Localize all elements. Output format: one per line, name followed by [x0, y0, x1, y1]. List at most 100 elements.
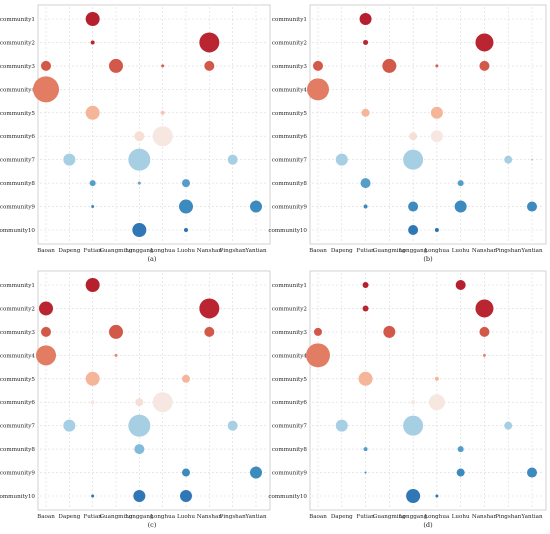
- bubble-point: [504, 421, 513, 430]
- x-tick-label: Guangming: [100, 248, 133, 254]
- y-tick-label: community2: [272, 40, 308, 46]
- y-tick-label: community5: [0, 377, 35, 383]
- bubble-point: [359, 13, 372, 25]
- x-tick-label: Nanshan: [197, 514, 223, 520]
- bubble-point: [335, 153, 348, 166]
- bubble-point: [134, 131, 145, 142]
- bubble-point: [364, 471, 367, 474]
- bubble-point: [479, 326, 490, 337]
- bubble-point: [89, 180, 96, 187]
- bubble-point: [90, 400, 95, 405]
- bubble-point: [63, 419, 76, 432]
- plot-frame: [37, 270, 271, 511]
- x-tick-label: Yantian: [244, 514, 267, 520]
- bubble-point: [457, 180, 464, 187]
- bubble-point: [307, 78, 329, 101]
- x-tick-label: Futian: [83, 248, 102, 254]
- bubble-point: [85, 12, 100, 26]
- panel-caption: (d): [423, 521, 433, 529]
- bubble-point: [527, 201, 537, 212]
- y-tick-label: community9: [0, 205, 35, 211]
- y-tick-label: community6: [272, 400, 308, 406]
- x-tick-label: Longgang: [399, 248, 428, 254]
- bubble-point: [363, 204, 368, 209]
- bubble-point: [482, 353, 486, 357]
- bubble-point: [527, 467, 537, 478]
- y-tick-label: community2: [272, 306, 308, 312]
- y-tick-label: community6: [0, 134, 35, 140]
- x-tick-label: Futian: [356, 248, 375, 254]
- chart-panel: community1 community2 community3 community4…: [0, 4, 271, 263]
- bubble-point: [180, 490, 192, 502]
- y-tick-label: community3: [272, 330, 308, 336]
- x-tick-label: Baoan: [309, 248, 327, 254]
- bubble-point: [114, 353, 118, 357]
- y-tick-label: community1: [0, 283, 35, 289]
- x-tick-label: Dapeng: [58, 514, 80, 520]
- bubble-point: [85, 105, 100, 120]
- y-tick-label: community4: [0, 353, 35, 359]
- bubble-point: [358, 371, 373, 386]
- bubble-point: [91, 494, 95, 498]
- bubble-point: [504, 155, 513, 164]
- bubble-point: [85, 278, 100, 292]
- bubble-point: [137, 181, 141, 185]
- x-tick-label: Longhua: [424, 514, 449, 520]
- x-tick-label: Pingshan: [495, 514, 522, 520]
- bubble-point: [133, 490, 146, 502]
- y-tick-label: community5: [272, 377, 308, 383]
- bubble-point: [383, 325, 396, 338]
- bubble-point: [91, 205, 95, 209]
- x-tick-label: Nanshan: [197, 248, 223, 254]
- bubble-point: [182, 179, 190, 188]
- bubble-point: [363, 39, 369, 45]
- bubble-point: [430, 130, 443, 143]
- y-tick-label: community7: [272, 424, 308, 430]
- y-tick-label: community6: [0, 400, 35, 406]
- y-tick-label: community1: [272, 17, 307, 23]
- plot-frame: [37, 4, 271, 245]
- bubble-point: [227, 154, 238, 165]
- bubble-point: [475, 299, 494, 318]
- chart-panel: community1 community2 community3 community4…: [268, 4, 547, 263]
- bubble-point: [182, 468, 190, 477]
- bubble-point: [408, 201, 419, 212]
- bubble-point: [33, 76, 59, 103]
- y-tick-label: community1: [272, 283, 307, 289]
- x-tick-label: Futian: [83, 514, 102, 520]
- y-tick-label: community7: [272, 158, 308, 164]
- bubble-point: [434, 376, 439, 381]
- x-tick-label: Pingshan: [495, 248, 522, 254]
- bubble-point: [160, 110, 165, 115]
- y-tick-label: community10: [0, 494, 35, 500]
- bubble-point: [152, 126, 173, 147]
- bubble-point: [434, 228, 439, 232]
- bubble-point: [457, 446, 464, 453]
- x-tick-label: Longhua: [150, 514, 175, 520]
- x-tick-label: Baoan: [37, 248, 55, 254]
- bubble-point: [204, 60, 215, 71]
- y-tick-label: community1: [0, 17, 35, 23]
- x-tick-label: Luohu: [452, 248, 470, 254]
- x-tick-label: Pingshan: [220, 514, 247, 520]
- x-tick-label: Yantian: [520, 514, 543, 520]
- bubble-point: [184, 228, 188, 232]
- y-tick-label: community5: [0, 111, 35, 117]
- y-tick-label: community9: [272, 471, 308, 477]
- x-tick-label: Guangming: [373, 514, 406, 520]
- bubble-point: [435, 64, 439, 68]
- bubble-point: [199, 32, 220, 53]
- x-tick-label: Nanshan: [472, 514, 498, 520]
- panel-caption: (b): [423, 255, 433, 263]
- bubble-point: [152, 392, 173, 413]
- bubble-point: [227, 420, 238, 431]
- bubble-point: [161, 64, 165, 68]
- bubble-point: [403, 149, 424, 170]
- plot-frame: [309, 4, 547, 245]
- bubble-point: [109, 58, 123, 73]
- bubble-point: [430, 106, 443, 119]
- bubble-point: [313, 60, 323, 71]
- bubble-point: [90, 40, 95, 45]
- bubble-point: [204, 326, 215, 337]
